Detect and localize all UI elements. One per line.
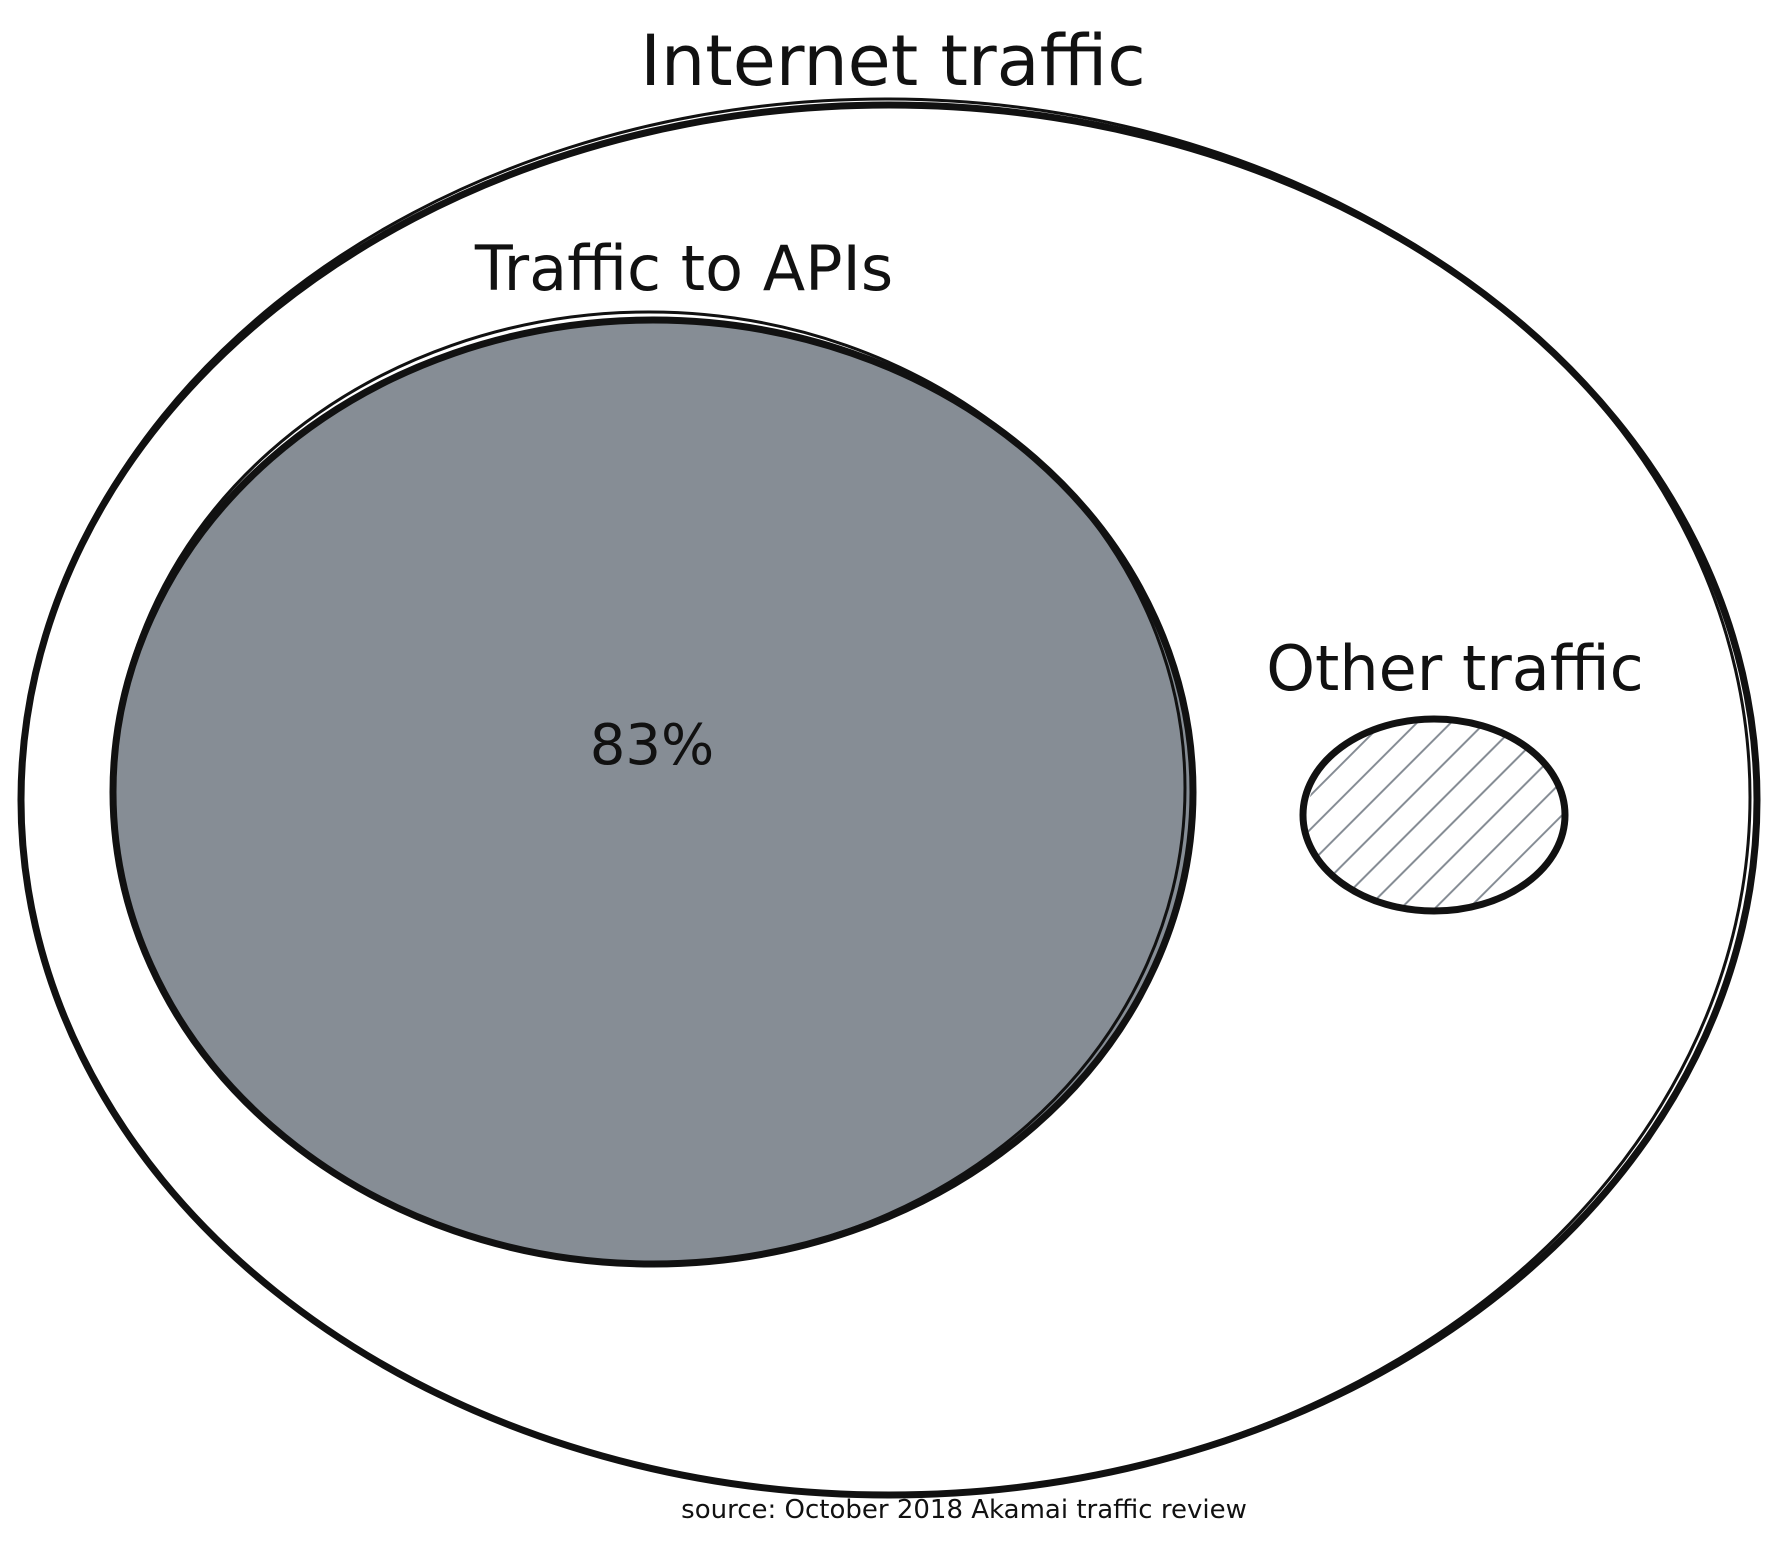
source-note: source: October 2018 Akamai traffic revi…: [681, 1495, 1247, 1525]
diagram-title: Internet traffic: [640, 20, 1145, 102]
api-traffic-value: 83%: [590, 713, 714, 778]
api-traffic-label: Traffic to APIs: [474, 232, 893, 305]
other-traffic-ellipse: [1299, 715, 1569, 915]
internet-traffic-ellipse: [17, 97, 1761, 1499]
other-traffic-label: Other traffic: [1266, 632, 1644, 705]
api-traffic-ellipse: [109, 310, 1197, 1268]
